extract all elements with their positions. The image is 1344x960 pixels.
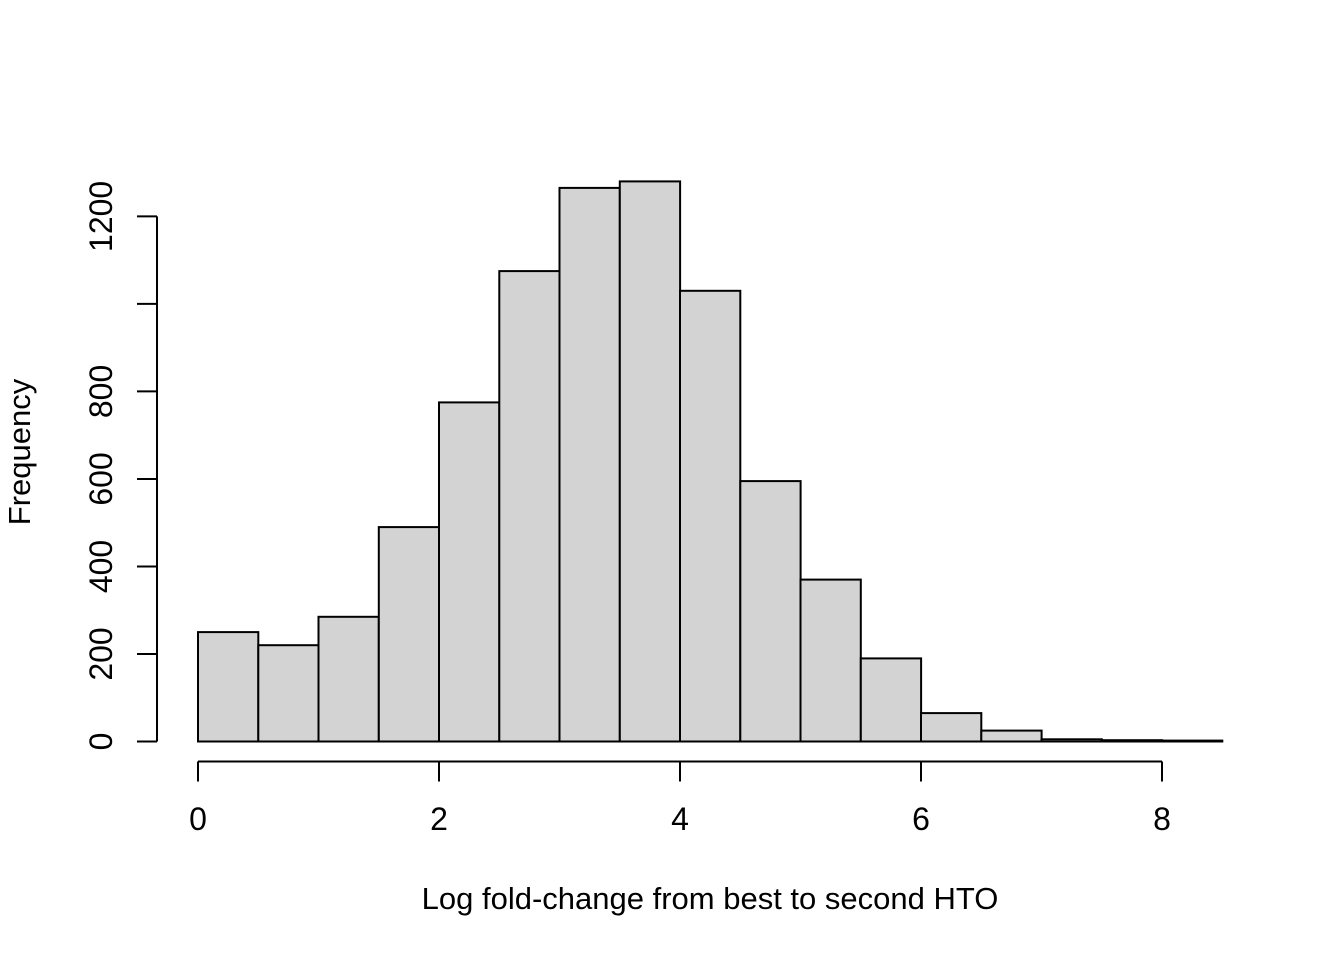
y-tick-label: 600 <box>83 452 119 505</box>
histogram-bar <box>438 401 501 743</box>
histogram-bar <box>317 615 380 743</box>
histogram-bar <box>1040 738 1103 743</box>
x-tick-label: 0 <box>189 801 207 837</box>
x-tick-label: 6 <box>912 801 930 837</box>
histogram-bar <box>377 526 441 743</box>
histogram-bar <box>1161 739 1224 743</box>
x-tick-label: 2 <box>430 801 448 837</box>
histogram-bar <box>1100 739 1164 743</box>
histogram-bar <box>679 289 742 743</box>
y-tick-label: 200 <box>83 627 119 680</box>
histogram-bar <box>739 480 802 743</box>
histogram-bar <box>799 578 862 743</box>
y-tick-label: 800 <box>83 365 119 418</box>
y-tick-label: 400 <box>83 540 119 593</box>
x-axis-group: 0 2 4 6 8 <box>189 760 1171 837</box>
histogram-bar <box>859 657 923 743</box>
histogram-bar <box>618 180 682 743</box>
histogram-bar <box>257 644 320 743</box>
histogram-bar <box>980 729 1043 743</box>
histogram-bar <box>920 712 983 743</box>
x-axis-title: Log fold-change from best to second HTO <box>422 881 999 916</box>
y-axis-group: 0 200 400 600 800 1200 <box>83 181 158 751</box>
x-tick-label: 4 <box>671 801 689 837</box>
y-tick-label: 1200 <box>83 181 119 252</box>
x-tick-label: 8 <box>1153 801 1171 837</box>
y-tick-label: 0 <box>83 733 119 751</box>
histogram-bar <box>197 631 260 743</box>
histogram-bar <box>558 186 621 743</box>
y-axis-title: Frequency <box>2 378 37 525</box>
histogram-bar <box>498 270 561 743</box>
bars-group <box>197 180 1224 743</box>
